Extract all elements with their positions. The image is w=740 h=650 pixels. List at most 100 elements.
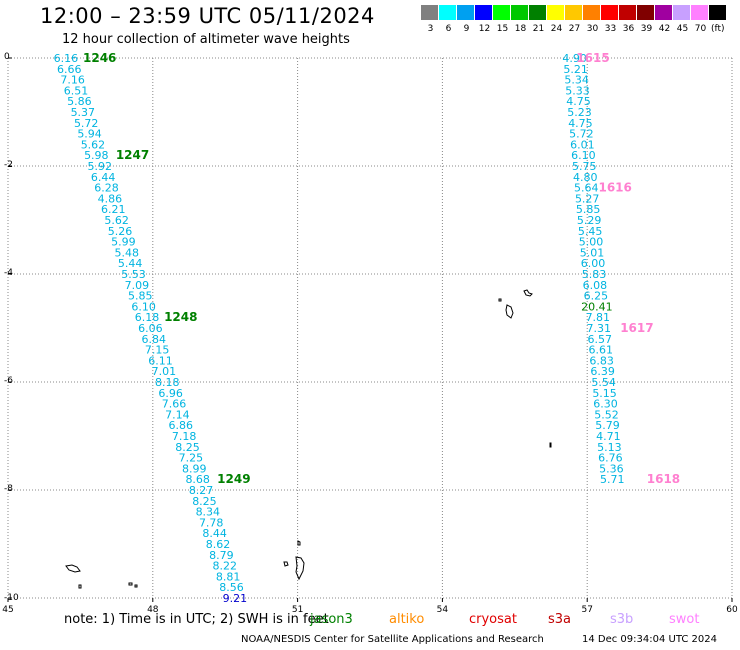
- swh-value: 8.44: [202, 527, 227, 540]
- swh-value: 8.99: [182, 462, 207, 475]
- swh-value: 5.44: [118, 257, 143, 270]
- island-outline: [297, 540, 301, 546]
- swh-value: 8.25: [192, 495, 217, 508]
- swh-value: 4.90: [562, 52, 587, 65]
- swh-value: 5.01: [580, 246, 605, 259]
- legend-unit: (ft): [711, 24, 725, 34]
- swh-value: 8.27: [189, 484, 214, 497]
- swh-value: 5.23: [567, 106, 592, 119]
- legend-label: 36: [622, 24, 635, 34]
- swh-value: 5.72: [569, 128, 594, 141]
- swh-value: 5.85: [128, 290, 153, 303]
- swh-value: 7.31: [587, 322, 612, 335]
- swh-value: 5.75: [572, 160, 597, 173]
- swh-value: 7.25: [179, 452, 204, 465]
- island-outline: [283, 561, 289, 567]
- legend-swatch: [655, 5, 672, 20]
- pass-number: 1615: [576, 51, 609, 65]
- legend-label: 6: [445, 24, 452, 34]
- swh-value: 5.29: [577, 214, 602, 227]
- swh-value: 5.64: [574, 182, 599, 195]
- swh-value: 8.22: [212, 560, 237, 573]
- legend-swatch: [619, 5, 636, 20]
- legend-swatch: [511, 5, 528, 20]
- swh-value: 5.72: [74, 117, 99, 130]
- grid-lines: [7, 57, 733, 599]
- island-outline: [128, 582, 133, 586]
- swh-value: 5.21: [563, 63, 588, 76]
- chart-title: 12:00 – 23:59 UTC 05/11/2024: [40, 4, 375, 28]
- y-tick-label: -2: [4, 160, 13, 170]
- swh-value: 5.33: [565, 84, 590, 97]
- swh-value: 6.10: [571, 149, 596, 162]
- swh-value: 6.84: [142, 333, 167, 346]
- swh-value: 6.61: [588, 344, 613, 357]
- timestamp: 14 Dec 09:34:04 UTC 2024: [582, 634, 717, 645]
- swh-value: 5.52: [594, 408, 619, 421]
- swh-value: 6.66: [57, 63, 82, 76]
- footer-note: note: 1) Time is in UTC; 2) SWH is in fe…: [64, 612, 329, 627]
- swh-value: 6.01: [570, 138, 595, 151]
- pass-number: 1248: [164, 310, 197, 324]
- legend-label: 15: [496, 24, 509, 34]
- swh-value: 5.48: [114, 246, 139, 259]
- island-outline: [78, 584, 82, 589]
- swh-value: 6.11: [148, 354, 173, 367]
- swh-value: 8.18: [155, 376, 180, 389]
- swh-value: 6.18: [135, 311, 160, 324]
- swh-value: 5.92: [87, 160, 112, 173]
- swh-value: 4.75: [568, 117, 593, 130]
- legend-label: 33: [604, 24, 617, 34]
- swh-value: 7.09: [125, 279, 150, 292]
- x-tick-label: 57: [581, 605, 592, 615]
- swh-value: 6.39: [590, 365, 615, 378]
- legend-swatch: [421, 5, 438, 20]
- x-tick-label: 51: [292, 605, 303, 615]
- swh-value: 5.62: [81, 138, 106, 151]
- legend-swatch: [637, 5, 654, 20]
- island-outline: [549, 442, 552, 448]
- swh-series-west: 6.166.667.166.515.865.375.725.945.625.98…: [54, 52, 247, 605]
- island-outline: [505, 304, 514, 319]
- legend-swatch: [475, 5, 492, 20]
- swh-value: 5.71: [600, 473, 625, 486]
- satellite-label: swot: [669, 612, 700, 627]
- pass-number: 1249: [217, 472, 250, 486]
- swh-value: 7.14: [165, 408, 190, 421]
- land-outlines: [65, 289, 552, 589]
- x-tick-label: 54: [437, 605, 449, 615]
- island-outline: [295, 556, 305, 581]
- swh-value: 5.98: [84, 149, 109, 162]
- swh-value: 5.37: [71, 106, 96, 119]
- legend-label: 42: [658, 24, 671, 34]
- pass-number: 1247: [116, 148, 149, 162]
- pass-labels: 1246 1247 1248 1249 1615 1616 1617 1618: [83, 51, 680, 486]
- legend-label: 27: [568, 24, 581, 34]
- swh-value: 5.85: [576, 203, 601, 216]
- pass-number: 1618: [647, 472, 680, 486]
- legend-swatch: [601, 5, 618, 20]
- swh-value: 4.86: [98, 192, 123, 205]
- legend-swatch: [439, 5, 456, 20]
- swh-value: 7.81: [586, 311, 611, 324]
- legend-label: 18: [514, 24, 527, 34]
- pass-number: 1617: [620, 321, 653, 335]
- swh-value: 8.25: [175, 441, 200, 454]
- swh-value: 5.86: [67, 95, 92, 108]
- x-tick-label: 45: [2, 605, 13, 615]
- legend-swatch: [691, 5, 708, 20]
- legend-label: 30: [586, 24, 599, 34]
- swh-value: 6.86: [169, 419, 194, 432]
- swh-value: 5.36: [599, 462, 624, 475]
- swh-value: 5.94: [77, 128, 102, 141]
- swh-value: 6.96: [158, 387, 183, 400]
- x-tick-label: 48: [147, 605, 159, 615]
- swh-value: 6.21: [101, 203, 126, 216]
- swh-value: 5.15: [592, 387, 617, 400]
- pass-number: 1246: [83, 51, 116, 65]
- swh-value: 4.80: [573, 171, 598, 184]
- island-outline: [65, 564, 81, 573]
- swh-value: 6.06: [138, 322, 163, 335]
- legend-swatch: [529, 5, 546, 20]
- y-tick-label: 0: [4, 52, 10, 62]
